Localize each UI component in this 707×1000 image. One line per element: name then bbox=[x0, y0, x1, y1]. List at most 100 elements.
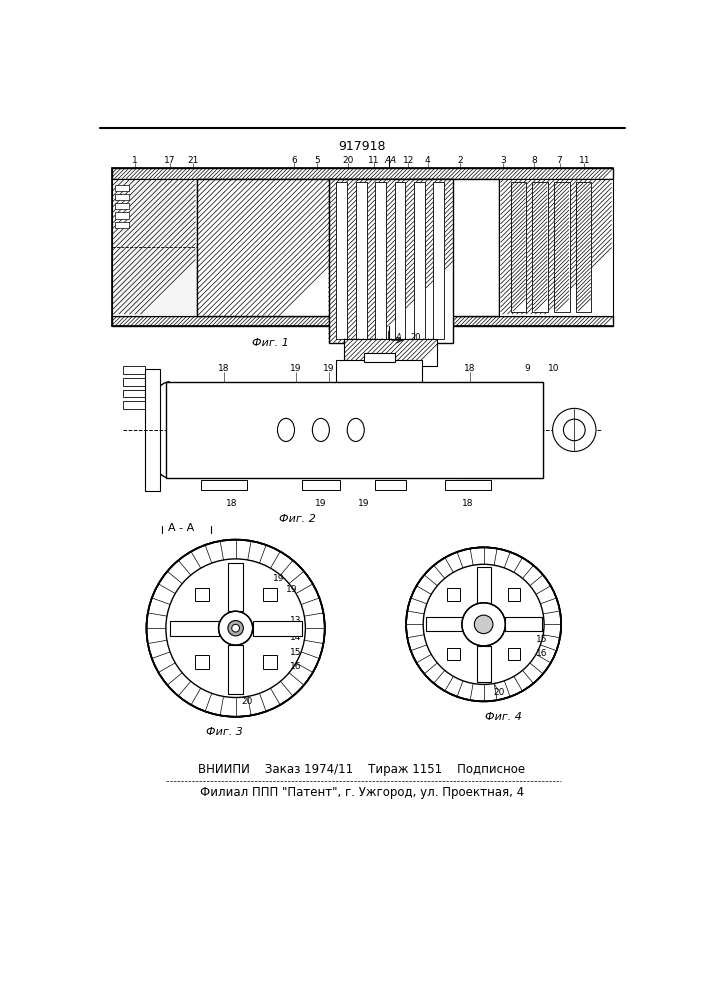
Bar bbox=[575, 182, 591, 312]
Text: 12: 12 bbox=[403, 156, 414, 165]
Bar bbox=[499, 179, 613, 316]
Text: 19: 19 bbox=[286, 585, 297, 594]
Text: 19: 19 bbox=[315, 499, 327, 508]
Bar bbox=[262, 655, 276, 669]
Bar bbox=[344, 339, 437, 366]
Bar bbox=[112, 316, 613, 326]
Circle shape bbox=[423, 564, 544, 684]
Text: 16: 16 bbox=[291, 662, 302, 671]
Text: Фиг. 4: Фиг. 4 bbox=[484, 712, 522, 722]
Text: 20: 20 bbox=[242, 697, 253, 706]
Text: 14: 14 bbox=[291, 633, 302, 642]
Bar bbox=[477, 646, 491, 682]
Bar bbox=[301, 480, 340, 490]
Bar bbox=[508, 648, 520, 660]
Text: 18: 18 bbox=[464, 364, 475, 373]
Bar bbox=[123, 366, 145, 374]
Bar bbox=[194, 655, 209, 669]
Text: ВНИИПИ    Заказ 1974/11    Тираж 1151    Подписное: ВНИИПИ Заказ 1974/11 Тираж 1151 Подписно… bbox=[199, 763, 525, 776]
Ellipse shape bbox=[474, 386, 501, 396]
Text: 17: 17 bbox=[164, 156, 175, 165]
Text: 19: 19 bbox=[291, 364, 302, 373]
Text: 19: 19 bbox=[323, 364, 334, 373]
Bar bbox=[426, 617, 462, 631]
Ellipse shape bbox=[277, 418, 295, 441]
Bar bbox=[123, 378, 145, 386]
Ellipse shape bbox=[347, 418, 364, 441]
Bar bbox=[457, 382, 543, 478]
Bar bbox=[533, 183, 547, 311]
Text: 11: 11 bbox=[368, 156, 380, 165]
Text: 4: 4 bbox=[425, 156, 431, 165]
Circle shape bbox=[563, 419, 585, 441]
Text: Фиг. 1: Фиг. 1 bbox=[252, 338, 289, 348]
Ellipse shape bbox=[479, 416, 496, 443]
Bar bbox=[506, 617, 542, 631]
Text: 21: 21 bbox=[187, 156, 199, 165]
Bar bbox=[554, 182, 570, 312]
Bar bbox=[112, 179, 197, 316]
Bar bbox=[329, 179, 452, 343]
Bar bbox=[555, 183, 569, 311]
Circle shape bbox=[166, 559, 305, 698]
Bar bbox=[414, 183, 424, 338]
Bar bbox=[123, 401, 145, 409]
Text: |: | bbox=[387, 331, 390, 340]
Text: 2: 2 bbox=[457, 156, 463, 165]
Bar bbox=[337, 183, 346, 338]
Bar bbox=[170, 620, 218, 636]
Text: 19: 19 bbox=[358, 499, 369, 508]
Bar bbox=[477, 567, 491, 603]
Bar bbox=[112, 168, 613, 179]
Bar bbox=[115, 222, 129, 228]
Bar bbox=[252, 620, 301, 636]
Bar bbox=[115, 203, 129, 209]
Text: 18: 18 bbox=[226, 499, 238, 508]
Text: 18: 18 bbox=[462, 499, 474, 508]
Bar bbox=[337, 360, 421, 382]
Bar bbox=[197, 179, 499, 316]
Text: 9: 9 bbox=[524, 364, 530, 373]
Text: 20: 20 bbox=[410, 333, 421, 342]
Bar bbox=[433, 182, 444, 339]
Bar bbox=[477, 567, 491, 603]
Bar bbox=[197, 179, 368, 316]
Bar bbox=[252, 620, 301, 636]
Text: 5: 5 bbox=[314, 156, 320, 165]
Circle shape bbox=[553, 408, 596, 451]
Text: Фиг. 2: Фиг. 2 bbox=[279, 514, 316, 524]
Bar bbox=[194, 588, 209, 601]
Circle shape bbox=[462, 603, 506, 646]
Circle shape bbox=[406, 547, 561, 701]
Bar bbox=[375, 480, 406, 490]
Bar bbox=[112, 168, 613, 179]
Bar bbox=[395, 182, 405, 339]
Bar bbox=[434, 183, 443, 338]
Text: 20: 20 bbox=[493, 688, 505, 697]
Bar bbox=[228, 563, 243, 611]
Text: 917918: 917918 bbox=[338, 140, 386, 153]
Bar bbox=[577, 183, 590, 311]
Bar bbox=[508, 588, 520, 601]
Bar bbox=[506, 617, 542, 631]
Bar bbox=[501, 180, 612, 314]
Bar bbox=[344, 339, 437, 366]
Circle shape bbox=[474, 615, 493, 634]
Text: 10: 10 bbox=[548, 364, 559, 373]
Text: 15: 15 bbox=[291, 648, 302, 657]
Bar bbox=[337, 182, 347, 339]
Bar bbox=[112, 316, 613, 326]
Bar bbox=[113, 180, 195, 314]
Text: 3: 3 bbox=[500, 156, 506, 165]
Bar bbox=[375, 182, 386, 339]
Bar bbox=[228, 563, 243, 611]
Bar bbox=[414, 182, 425, 339]
Text: 7: 7 bbox=[556, 156, 563, 165]
Text: 15: 15 bbox=[536, 635, 547, 644]
Text: 20: 20 bbox=[342, 156, 354, 165]
Text: 8: 8 bbox=[531, 156, 537, 165]
Ellipse shape bbox=[474, 464, 501, 473]
Text: A: A bbox=[385, 156, 390, 165]
Bar bbox=[201, 480, 247, 490]
Bar bbox=[115, 185, 129, 191]
